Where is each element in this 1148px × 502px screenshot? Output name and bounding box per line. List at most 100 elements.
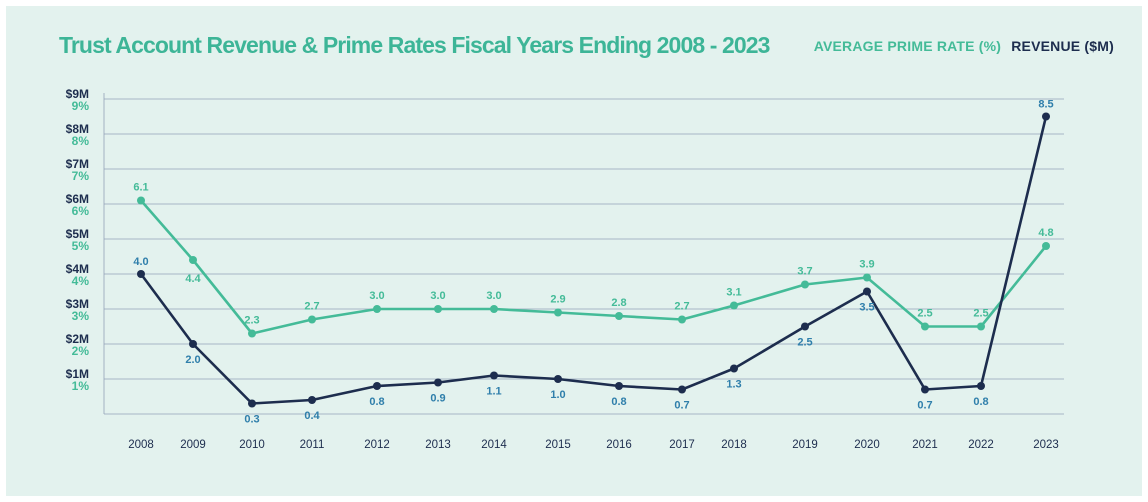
prime-rate-point [921,322,929,331]
prime-rate-point [1042,242,1050,250]
revenue-data-label: 0.8 [973,396,988,408]
revenue-data-label: 0.7 [917,400,932,412]
prime-rate-point [977,322,985,331]
prime-rate-data-label: 2.7 [674,301,689,313]
revenue-point [554,375,562,383]
prime-rate-point [373,305,381,313]
revenue-point [373,382,381,390]
y-tick-rate: 5% [72,239,90,253]
x-tick-label: 2016 [606,439,632,451]
prime-rate-point [308,315,316,324]
x-tick-label: 2019 [792,439,818,451]
revenue-point [137,270,145,278]
chart-title: Trust Account Revenue & Prime Rates Fisc… [59,32,770,58]
y-tick-rate: 3% [72,309,90,323]
x-tick-label: 2010 [239,439,265,451]
prime-rate-data-label: 2.8 [611,297,626,309]
revenue-point [921,385,929,394]
y-tick-rate: 1% [72,379,90,393]
y-tick-revenue: $8M [66,122,89,136]
legend-prime-rate: AVERAGE PRIME RATE (%) [813,38,1002,54]
prime-rate-point [490,305,498,313]
prime-rate-data-label: 3.0 [430,290,445,302]
x-tick-label: 2015 [545,439,571,451]
revenue-data-label: 0.8 [369,396,384,408]
revenue-point [490,371,498,380]
prime-rate-data-label: 3.0 [486,290,501,302]
prime-rate-data-label: 4.8 [1038,227,1053,239]
prime-rate-point [801,280,809,289]
revenue-data-label: 3.5 [859,302,874,314]
revenue-data-label: 0.4 [304,410,320,422]
y-tick-revenue: $2M [66,332,89,346]
revenue-point [863,287,871,296]
revenue-data-label: 1.3 [726,379,741,391]
x-tick-label: 2013 [425,439,451,451]
x-tick-label: 2011 [300,439,325,451]
revenue-data-label: 2.0 [185,354,200,366]
y-tick-revenue: $5M [66,227,89,241]
y-tick-revenue: $9M [66,87,89,101]
y-tick-revenue: $7M [66,157,89,171]
y-tick-revenue: $4M [66,262,89,276]
revenue-point [1042,112,1050,121]
prime-rate-data-label: 3.1 [726,287,741,299]
revenue-line [139,116,1048,405]
y-tick-revenue: $3M [66,297,89,311]
y-tick-revenue: $1M [66,367,89,381]
prime-rate-data-label: 4.4 [185,273,201,285]
x-tick-label: 2020 [854,439,880,451]
y-tick-revenue: $6M [66,192,89,206]
prime-rate-point [678,315,686,324]
prime-rate-point [730,301,738,310]
y-tick-rate: 6% [72,204,90,218]
prime-rate-data-label: 2.5 [917,308,932,320]
revenue-data-label: 1.0 [550,389,565,401]
prime-rate-point [189,256,197,264]
revenue-point [977,382,985,390]
prime-rate-point [554,308,562,317]
prime-rate-data-label: 3.9 [859,259,874,271]
prime-rate-data-label: 2.9 [550,294,565,306]
revenue-data-label: 0.8 [611,396,626,408]
revenue-point [248,399,256,408]
x-tick-label: 2017 [669,439,695,451]
x-tick-label: 2008 [128,439,154,451]
revenue-point [308,396,316,404]
prime-rate-point [434,305,442,313]
x-tick-label: 2012 [364,439,390,451]
revenue-point [434,378,442,387]
prime-rate-point [137,196,145,205]
revenue-data-label: 2.5 [797,337,812,349]
x-tick-label: 2014 [481,439,507,451]
revenue-data-label: 0.3 [244,414,259,426]
prime-rate-data-label: 3.7 [797,266,812,278]
prime-rate-point [248,329,256,338]
x-tick-label: 2023 [1033,439,1059,451]
x-tick-label: 2018 [721,439,747,451]
x-tick-label: 2022 [968,439,994,451]
revenue-point [678,385,686,394]
prime-rate-data-label: 2.5 [973,308,988,320]
y-tick-rate: 9% [72,99,90,113]
revenue-data-label: 8.5 [1038,99,1053,111]
prime-rate-line [140,199,1048,335]
revenue-data-label: 4.0 [133,256,148,268]
revenue-point [615,382,623,390]
revenue-point [189,340,197,348]
prime-rate-point [863,273,871,282]
y-tick-rate: 2% [72,344,90,358]
prime-rate-data-label: 2.3 [244,315,259,327]
revenue-data-label: 0.7 [674,400,689,412]
x-tick-label: 2021 [912,439,938,451]
prime-rate-data-label: 3.0 [369,290,384,302]
revenue-data-label: 1.1 [486,386,501,398]
revenue-point [730,364,738,373]
y-tick-rate: 7% [72,169,90,183]
chart-legend: AVERAGE PRIME RATE (%) REVENUE ($M) [808,38,1114,54]
prime-rate-data-label: 2.7 [304,301,319,313]
revenue-point [801,322,809,331]
revenue-data-label: 0.9 [430,393,445,405]
legend-revenue: REVENUE ($M) [1011,38,1114,54]
